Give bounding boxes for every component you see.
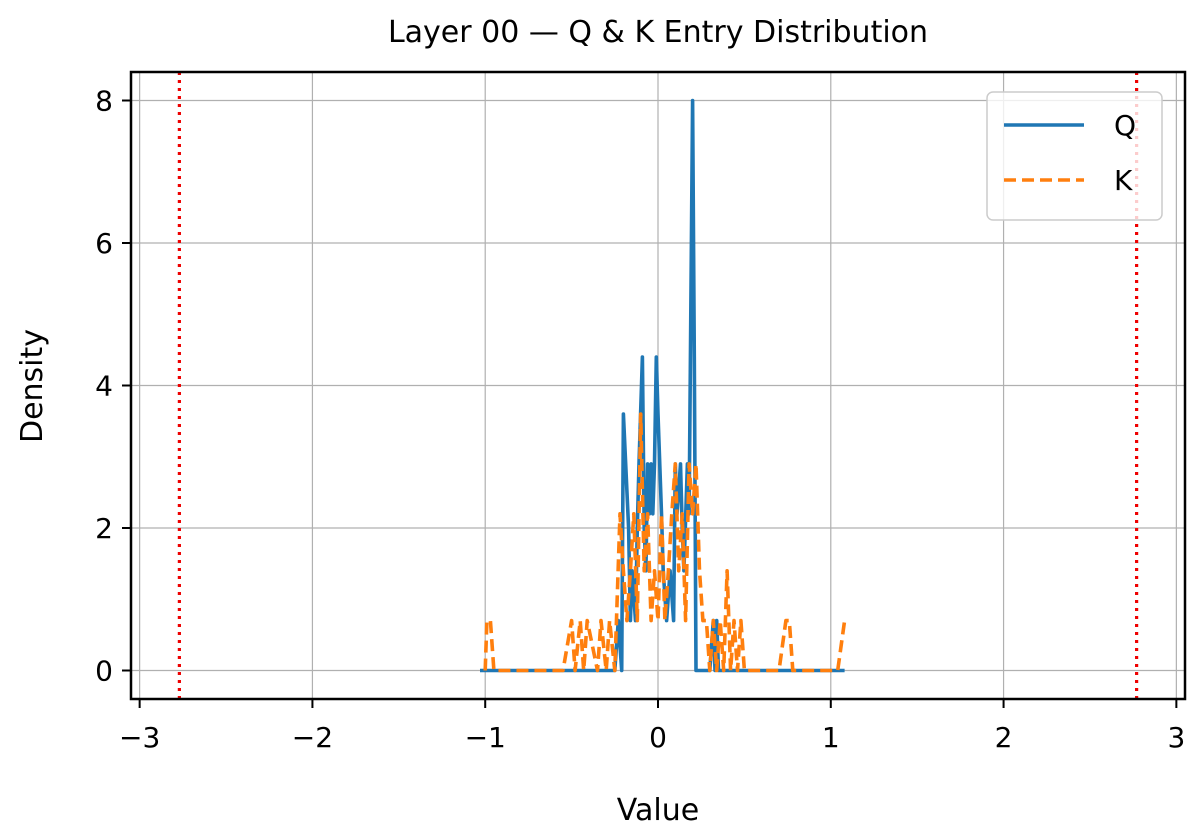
series-line-k: [483, 412, 847, 673]
x-tick-label: 0: [649, 721, 667, 754]
x-tick-label: −1: [465, 721, 506, 754]
series-layer: [480, 98, 847, 673]
x-tick-label: 3: [1167, 721, 1185, 754]
series-line-q: [480, 98, 845, 673]
y-tick-label: 2: [95, 512, 113, 545]
x-axis: −3 −2 −1 0 1 2 3: [119, 699, 1185, 754]
y-tick-label: 4: [95, 370, 113, 403]
x-tick-label: −2: [292, 721, 333, 754]
x-axis-label: Value: [617, 793, 699, 828]
legend-label-k: K: [1114, 164, 1133, 197]
chart-title: Layer 00 — Q & K Entry Distribution: [388, 15, 928, 50]
legend-label-q: Q: [1114, 109, 1136, 142]
y-tick-label: 6: [95, 227, 113, 260]
y-axis-label: Density: [15, 329, 50, 443]
x-tick-label: −3: [119, 721, 160, 754]
legend: QK: [986, 91, 1163, 221]
y-tick-label: 0: [95, 655, 113, 688]
x-tick-label: 1: [822, 721, 840, 754]
x-tick-label: 2: [995, 721, 1013, 754]
y-tick-label: 8: [95, 85, 113, 118]
y-axis: 0 2 4 6 8: [95, 85, 131, 688]
